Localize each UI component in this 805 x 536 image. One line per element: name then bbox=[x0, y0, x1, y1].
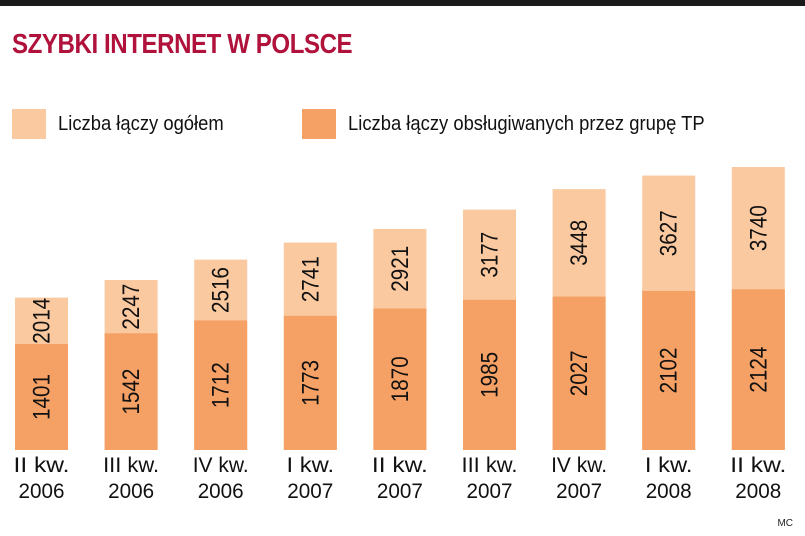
x-tick-label-quarter-0: II kw. bbox=[14, 454, 70, 477]
x-tick-label-quarter-1: III kw. bbox=[103, 454, 159, 477]
data-label-total-1: 2247 bbox=[118, 284, 145, 330]
data-label-tp-8: 2124 bbox=[745, 347, 772, 393]
chart-title: SZYBKI INTERNET W POLSCE bbox=[12, 28, 353, 59]
bar-tp-1 bbox=[104, 333, 158, 450]
legend: Liczba łączy ogółem Liczba łączy obsługi… bbox=[0, 109, 805, 139]
data-label-tp-7: 2102 bbox=[655, 348, 682, 394]
legend-label-total: Liczba łączy ogółem bbox=[58, 112, 224, 135]
x-tick-label-quarter-4: II kw. bbox=[372, 454, 428, 477]
x-tick-label-year-2: 2006 bbox=[198, 480, 244, 503]
data-label-tp-4: 1870 bbox=[386, 356, 413, 402]
data-label-total-2: 2516 bbox=[207, 267, 234, 313]
bar-tp-4 bbox=[373, 308, 427, 450]
x-tick-label-quarter-7: I kw. bbox=[645, 454, 693, 477]
data-label-total-8: 3740 bbox=[745, 205, 772, 251]
data-label-tp-1: 1542 bbox=[118, 369, 145, 415]
data-label-tp-3: 1773 bbox=[297, 360, 324, 406]
bar-tp-5 bbox=[463, 299, 516, 450]
x-tick-label-year-3: 2007 bbox=[287, 480, 333, 503]
credit-label: MC bbox=[777, 518, 793, 529]
x-tick-label-quarter-2: IV kw. bbox=[193, 454, 249, 477]
x-tick-label-year-0: 2006 bbox=[19, 480, 65, 503]
x-tick-label-year-6: 2007 bbox=[556, 480, 602, 503]
bar-chart: 2014 1401 II kw. 2006 2247 1542 III kw. 2006 251… bbox=[14, 167, 786, 503]
x-tick-label-year-1: 2006 bbox=[108, 480, 154, 503]
x-tick-label-quarter-3: I kw. bbox=[287, 454, 335, 477]
data-label-tp-6: 2027 bbox=[566, 350, 593, 396]
data-label-total-0: 2014 bbox=[28, 298, 55, 344]
bar-tp-6 bbox=[552, 296, 606, 450]
x-tick-label-year-5: 2007 bbox=[467, 480, 513, 503]
bar-tp-8 bbox=[731, 289, 785, 450]
x-tick-label-quarter-6: IV kw. bbox=[551, 454, 607, 477]
bar-tp-7 bbox=[642, 290, 696, 450]
data-label-tp-5: 1985 bbox=[476, 352, 503, 398]
bar-tp-0 bbox=[15, 343, 68, 450]
x-tick-label-year-8: 2008 bbox=[735, 480, 781, 503]
x-tick-label-quarter-8: II kw. bbox=[730, 454, 786, 477]
bar-tp-3 bbox=[283, 315, 337, 450]
data-label-tp-0: 1401 bbox=[28, 374, 55, 420]
legend-item-tp: Liczba łączy obsługiwanych przez grupę T… bbox=[302, 109, 736, 139]
legend-swatch-total bbox=[12, 109, 46, 139]
x-tick-label-year-7: 2008 bbox=[646, 480, 692, 503]
bar-tp-2 bbox=[194, 320, 248, 450]
data-label-total-5: 3177 bbox=[476, 232, 503, 278]
data-label-tp-2: 1712 bbox=[207, 362, 234, 408]
top-rule bbox=[0, 0, 805, 6]
x-tick-label-quarter-5: III kw. bbox=[462, 454, 518, 477]
legend-item-total: Liczba łączy ogółem bbox=[12, 109, 238, 139]
legend-swatch-tp bbox=[302, 109, 336, 139]
data-label-total-7: 3627 bbox=[655, 210, 682, 256]
data-label-total-6: 3448 bbox=[566, 220, 593, 266]
x-tick-label-year-4: 2007 bbox=[377, 480, 423, 503]
legend-label-tp: Liczba łączy obsługiwanych przez grupę T… bbox=[348, 112, 705, 135]
data-label-total-4: 2921 bbox=[386, 246, 413, 292]
data-label-total-3: 2741 bbox=[297, 256, 324, 302]
